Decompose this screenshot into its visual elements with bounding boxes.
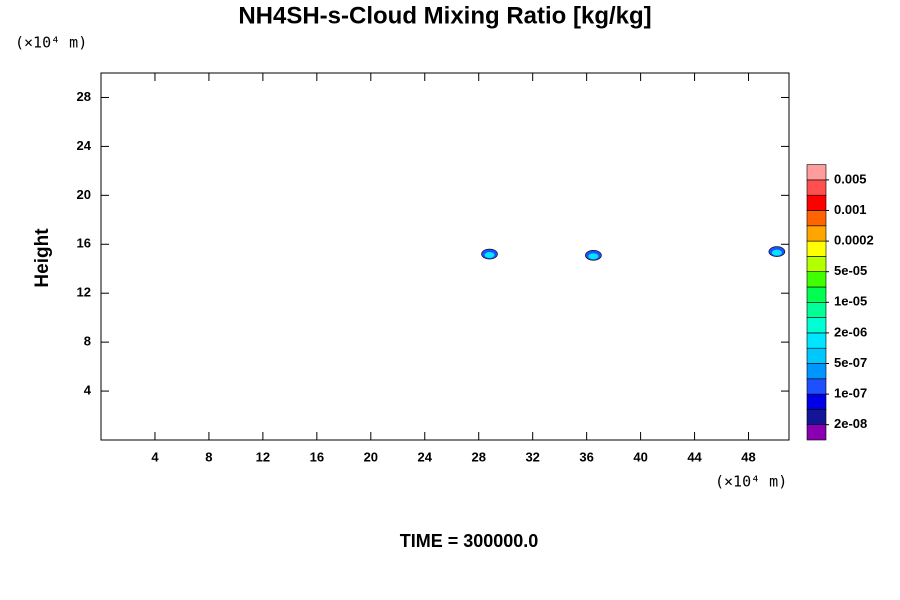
- colorbar-box: [806, 409, 827, 425]
- colorbar-label: 2e-06: [834, 324, 867, 339]
- x-tick-label: 16: [310, 449, 324, 464]
- colorbar-box: [806, 301, 827, 318]
- colorbar-label: 1e-07: [834, 386, 867, 401]
- colorbar-label: 2e-08: [834, 416, 867, 431]
- cloud-inner: [771, 249, 782, 256]
- y-tick-label: 4: [84, 383, 92, 398]
- y-tick-label: 20: [77, 187, 91, 202]
- colorbar-box: [806, 363, 827, 380]
- y-axis-label: Height: [32, 228, 53, 288]
- plot-frame: [100, 72, 790, 441]
- colorbar-label: 5e-05: [834, 263, 867, 278]
- x-tick-label: 4: [151, 449, 159, 464]
- colorbar-box: [806, 393, 827, 410]
- colorbar-label: 0.0002: [834, 233, 874, 248]
- colorbar-box: [806, 332, 827, 349]
- colorbar-box: [806, 240, 827, 257]
- y-unit: (×10⁴ m): [15, 34, 87, 52]
- y-tick-label: 12: [77, 285, 91, 300]
- x-tick-label: 12: [256, 449, 270, 464]
- y-tick-label: 28: [77, 89, 91, 104]
- colorbar-box: [806, 256, 827, 272]
- colorbar-box: [806, 378, 827, 395]
- x-tick-label: 40: [633, 449, 647, 464]
- colorbar-box: [806, 210, 827, 227]
- y-tick-label: 24: [77, 138, 92, 153]
- colorbar-box: [806, 225, 827, 242]
- x-tick-label: 32: [525, 449, 539, 464]
- colorbar-box: [806, 194, 827, 211]
- cloud-inner: [588, 253, 599, 260]
- y-tick-label: 8: [84, 334, 91, 349]
- y-tick-label: 16: [77, 236, 91, 251]
- chart-title: NH4SH-s-Cloud Mixing Ratio [kg/kg]: [238, 2, 651, 29]
- x-tick-label: 20: [364, 449, 378, 464]
- colorbar-box: [806, 424, 827, 441]
- x-tick-label: 24: [418, 449, 433, 464]
- x-tick-label: 8: [205, 449, 212, 464]
- colorbar-label: 1e-05: [834, 294, 867, 309]
- x-unit: (×10⁴ m): [715, 473, 787, 491]
- colorbar-label: 0.001: [834, 202, 867, 217]
- colorbar-box: [806, 179, 827, 196]
- colorbar-label: 5e-07: [834, 355, 867, 370]
- x-tick-label: 28: [471, 449, 485, 464]
- colorbar-box: [806, 347, 827, 364]
- colorbar-box: [806, 317, 827, 334]
- colorbar-box: [806, 271, 827, 288]
- x-tick-label: 44: [687, 449, 702, 464]
- colorbar-label: 0.005: [834, 171, 867, 186]
- footer: TIME = 300000.0: [400, 531, 539, 551]
- colorbar-box: [806, 286, 827, 303]
- colorbar-box: [806, 164, 827, 181]
- cloud-inner: [484, 252, 495, 259]
- x-tick-label: 36: [579, 449, 593, 464]
- x-tick-label: 48: [741, 449, 755, 464]
